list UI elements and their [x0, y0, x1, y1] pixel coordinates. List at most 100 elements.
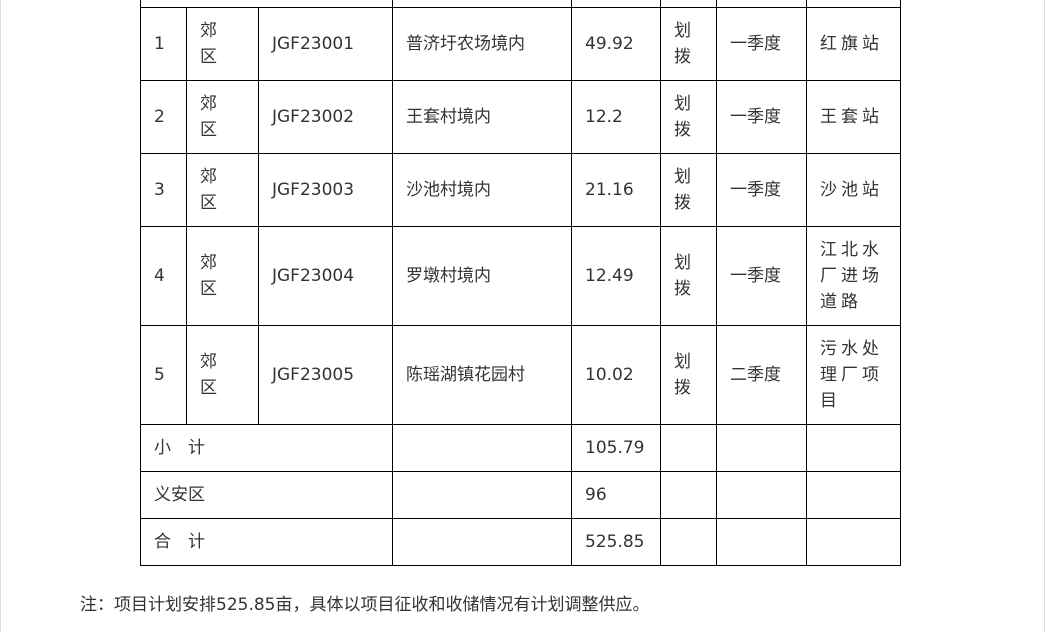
cell-supply-method: 划拨	[660, 153, 717, 227]
cell-row-number: 3	[140, 153, 187, 227]
quarter-text: 二季度	[730, 365, 781, 385]
cell-plot-code: JGF23001	[258, 7, 393, 81]
cell-area: 10.02	[571, 325, 661, 425]
summary-label: 小 计	[140, 424, 393, 472]
quarter-text: 一季度	[730, 34, 781, 54]
table-row: 5 郊区 JGF23005 陈瑶湖镇花园村 10.02 划拨 二季度 污水处理厂项目	[140, 325, 901, 425]
supply-method-text: 划拨	[674, 94, 691, 140]
footnote: 注：项目计划安排525.85亩，具体以项目征收和收储情况有计划调整供应。	[80, 595, 650, 615]
area-text: 49.92	[585, 34, 634, 54]
cell-empty	[392, 424, 572, 472]
cell-plot-code: JGF23005	[258, 325, 393, 425]
district-text: 郊区	[200, 167, 217, 213]
plot-code-text: JGF23003	[272, 180, 355, 200]
plot-code-text: JGF23005	[272, 365, 355, 385]
cell-empty	[716, 424, 807, 472]
cell-district: 郊区	[186, 153, 259, 227]
project-text: 江北水厂进场道路	[820, 240, 883, 312]
cell-empty	[806, 424, 901, 472]
plot-code-text: JGF23004	[272, 266, 355, 286]
district-text: 郊区	[200, 94, 217, 140]
cell-supply-method: 划拨	[660, 226, 717, 326]
quarter-text: 一季度	[730, 266, 781, 286]
cell-empty	[660, 471, 717, 519]
cell-row-number: 4	[140, 226, 187, 326]
summary-area: 96	[571, 471, 661, 519]
supply-method-text: 划拨	[674, 167, 691, 213]
summary-row: 义安区 96	[140, 471, 901, 519]
cell-area: 12.2	[571, 80, 661, 154]
cell-empty	[806, 471, 901, 519]
project-text: 王套站	[820, 107, 883, 127]
cell-quarter: 一季度	[716, 7, 807, 81]
summary-row: 合 计 525.85	[140, 518, 901, 566]
quarter-text: 一季度	[730, 180, 781, 200]
table-row-partial	[140, 0, 901, 8]
summary-area: 105.79	[571, 424, 661, 472]
cell-supply-method: 划拨	[660, 7, 717, 81]
cell-project: 沙池站	[806, 153, 901, 227]
cell-project: 污水处理厂项目	[806, 325, 901, 425]
table-row: 4 郊区 JGF23004 罗墩村境内 12.49 划拨 一季度 江北水厂进场道路	[140, 226, 901, 326]
location-text: 陈瑶湖镇花园村	[406, 365, 525, 385]
cell-project: 江北水厂进场道路	[806, 226, 901, 326]
cell-supply-method: 划拨	[660, 325, 717, 425]
cell-empty	[716, 518, 807, 566]
page-border-right	[1044, 0, 1045, 632]
quarter-text: 一季度	[730, 107, 781, 127]
supply-method-text: 划拨	[674, 253, 691, 299]
cell-project: 王套站	[806, 80, 901, 154]
project-text: 污水处理厂项目	[820, 339, 883, 411]
table-row: 1 郊区 JGF23001 普济圩农场境内 49.92 划拨 一季度 红旗站	[140, 7, 901, 81]
summary-row: 小 计 105.79	[140, 424, 901, 472]
cell-empty	[806, 518, 901, 566]
cell-empty	[392, 518, 572, 566]
cell-project: 红旗站	[806, 7, 901, 81]
cell-location: 王套村境内	[392, 80, 572, 154]
cell-row-number: 1	[140, 7, 187, 81]
table-row: 3 郊区 JGF23003 沙池村境内 21.16 划拨 一季度 沙池站	[140, 153, 901, 227]
cell-location: 沙池村境内	[392, 153, 572, 227]
location-text: 王套村境内	[406, 107, 491, 127]
land-supply-table: 1 郊区 JGF23001 普济圩农场境内 49.92 划拨 一季度 红旗站 2 郊区 JGF230…	[140, 0, 901, 566]
cell-quarter: 一季度	[716, 226, 807, 326]
cell-supply-method: 划拨	[660, 80, 717, 154]
row-number-text: 1	[154, 34, 165, 54]
district-text: 郊区	[200, 352, 217, 398]
cell-quarter: 一季度	[716, 153, 807, 227]
supply-method-text: 划拨	[674, 352, 691, 398]
supply-method-text: 划拨	[674, 21, 691, 67]
row-number-text: 2	[154, 107, 165, 127]
area-text: 12.2	[585, 107, 623, 127]
project-text: 红旗站	[820, 34, 883, 54]
cell-plot-code: JGF23004	[258, 226, 393, 326]
cell-empty	[660, 424, 717, 472]
location-text: 罗墩村境内	[406, 266, 491, 286]
plot-code-text: JGF23001	[272, 34, 355, 54]
cell-location: 陈瑶湖镇花园村	[392, 325, 572, 425]
row-number-text: 5	[154, 365, 165, 385]
area-text: 21.16	[585, 180, 634, 200]
cell-district: 郊区	[186, 7, 259, 81]
plot-code-text: JGF23002	[272, 107, 355, 127]
cell-plot-code: JGF23002	[258, 80, 393, 154]
row-number-text: 3	[154, 180, 165, 200]
cell-area: 12.49	[571, 226, 661, 326]
row-number-text: 4	[154, 266, 165, 286]
location-text: 普济圩农场境内	[406, 34, 525, 54]
summary-area: 525.85	[571, 518, 661, 566]
summary-label: 合 计	[140, 518, 393, 566]
table-row: 2 郊区 JGF23002 王套村境内 12.2 划拨 一季度 王套站	[140, 80, 901, 154]
district-text: 郊区	[200, 21, 217, 67]
cell-quarter: 二季度	[716, 325, 807, 425]
cell-empty	[716, 471, 807, 519]
cell-row-number: 5	[140, 325, 187, 425]
cell-location: 普济圩农场境内	[392, 7, 572, 81]
cell-quarter: 一季度	[716, 80, 807, 154]
cell-location: 罗墩村境内	[392, 226, 572, 326]
cell-district: 郊区	[186, 80, 259, 154]
area-text: 10.02	[585, 365, 634, 385]
cell-plot-code: JGF23003	[258, 153, 393, 227]
cell-empty	[392, 471, 572, 519]
project-text: 沙池站	[820, 180, 883, 200]
